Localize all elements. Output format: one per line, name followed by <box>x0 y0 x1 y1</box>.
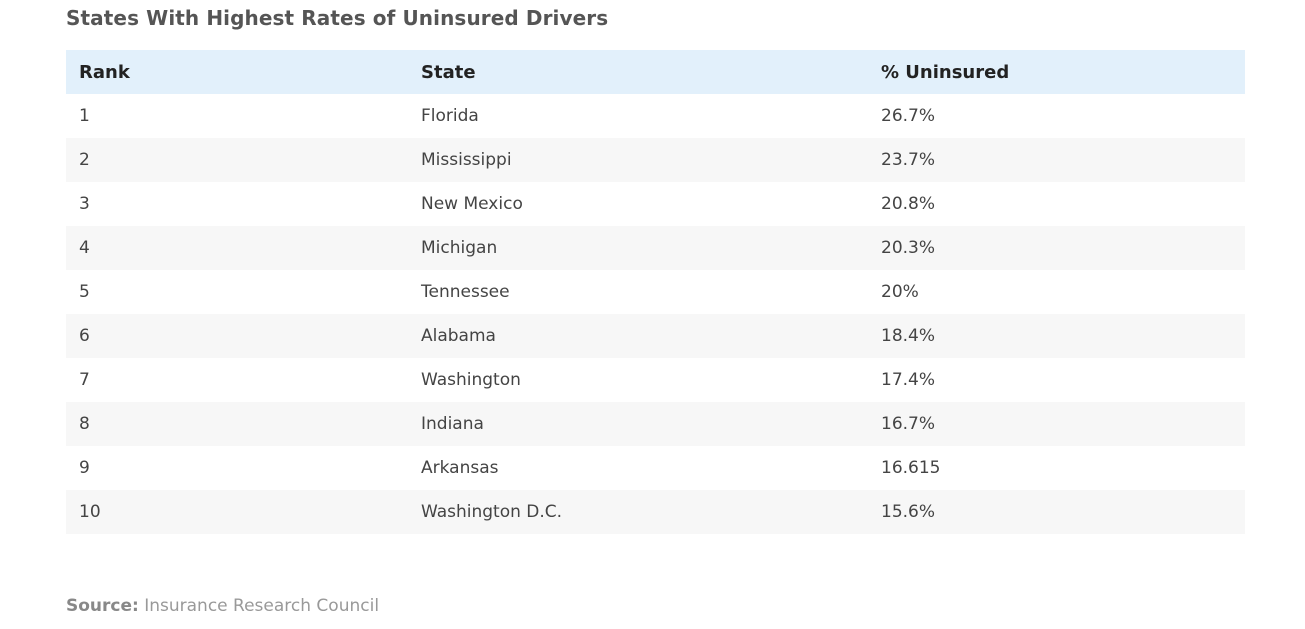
table-row: 3 New Mexico 20.8% <box>66 182 1245 226</box>
table-row: 1 Florida 26.7% <box>66 94 1245 138</box>
cell-state: Florida <box>421 106 479 126</box>
cell-percent: 16.615 <box>881 458 941 478</box>
table-row: 6 Alabama 18.4% <box>66 314 1245 358</box>
table-row: 9 Arkansas 16.615 <box>66 446 1245 490</box>
cell-state: Tennessee <box>421 282 510 302</box>
header-percent-uninsured: % Uninsured <box>881 61 1010 83</box>
table-row: 7 Washington 17.4% <box>66 358 1245 402</box>
cell-state: Alabama <box>421 326 496 346</box>
page-title: States With Highest Rates of Uninsured D… <box>66 6 609 30</box>
cell-rank: 7 <box>79 370 90 390</box>
cell-rank: 4 <box>79 238 90 258</box>
cell-state: Arkansas <box>421 458 499 478</box>
table-row: 10 Washington D.C. 15.6% <box>66 490 1245 534</box>
cell-rank: 8 <box>79 414 90 434</box>
cell-state: Michigan <box>421 238 498 258</box>
source-note: Source: Insurance Research Council <box>66 594 379 618</box>
cell-percent: 26.7% <box>881 106 936 126</box>
cell-state: Washington <box>421 370 521 390</box>
header-rank: Rank <box>79 61 130 83</box>
table-row: 8 Indiana 16.7% <box>66 402 1245 446</box>
table-row: 4 Michigan 20.3% <box>66 226 1245 270</box>
cell-percent: 20.3% <box>881 238 936 258</box>
source-text: Insurance Research Council <box>144 596 380 616</box>
cell-rank: 2 <box>79 150 90 170</box>
cell-rank: 6 <box>79 326 90 346</box>
cell-percent: 20% <box>881 282 919 302</box>
cell-state: Mississippi <box>421 150 512 170</box>
cell-rank: 10 <box>79 502 101 522</box>
cell-rank: 5 <box>79 282 90 302</box>
cell-state: Indiana <box>421 414 484 434</box>
cell-rank: 3 <box>79 194 90 214</box>
uninsured-drivers-table: Rank State % Uninsured 1 Florida 26.7% 2… <box>66 50 1245 534</box>
cell-rank: 9 <box>79 458 90 478</box>
cell-percent: 18.4% <box>881 326 936 346</box>
cell-percent: 23.7% <box>881 150 936 170</box>
cell-percent: 17.4% <box>881 370 936 390</box>
cell-state: New Mexico <box>421 194 523 214</box>
cell-state: Washington D.C. <box>421 502 563 522</box>
cell-percent: 16.7% <box>881 414 936 434</box>
cell-rank: 1 <box>79 106 90 126</box>
header-state: State <box>421 61 476 83</box>
table-row: 5 Tennessee 20% <box>66 270 1245 314</box>
table-header-row: Rank State % Uninsured <box>66 50 1245 94</box>
table-row: 2 Mississippi 23.7% <box>66 138 1245 182</box>
source-label: Source: <box>66 596 139 616</box>
cell-percent: 15.6% <box>881 502 936 522</box>
cell-percent: 20.8% <box>881 194 936 214</box>
